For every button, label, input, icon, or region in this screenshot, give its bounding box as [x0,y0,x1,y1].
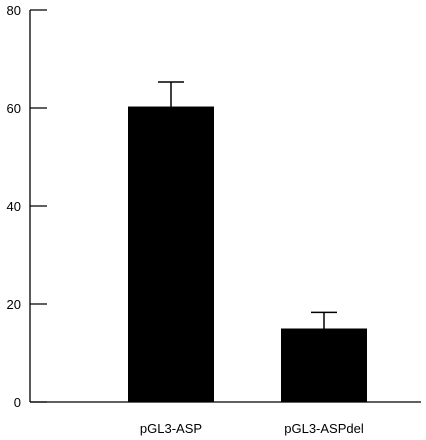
bars [128,106,367,402]
x-category-label: pGL3-ASPdel [284,421,364,436]
y-tick-label: 0 [14,395,21,410]
y-tick-label: 80 [7,3,21,18]
x-category-label: pGL3-ASP [140,421,202,436]
bar [281,328,367,402]
y-axis: 0 20 40 60 80 [7,3,47,410]
category-labels: pGL3-ASP pGL3-ASPdel [140,421,364,436]
bar [128,106,214,402]
y-tick-label: 20 [7,297,21,312]
y-tick-label: 40 [7,199,21,214]
y-tick-label: 60 [7,101,21,116]
error-bars [158,81,337,329]
